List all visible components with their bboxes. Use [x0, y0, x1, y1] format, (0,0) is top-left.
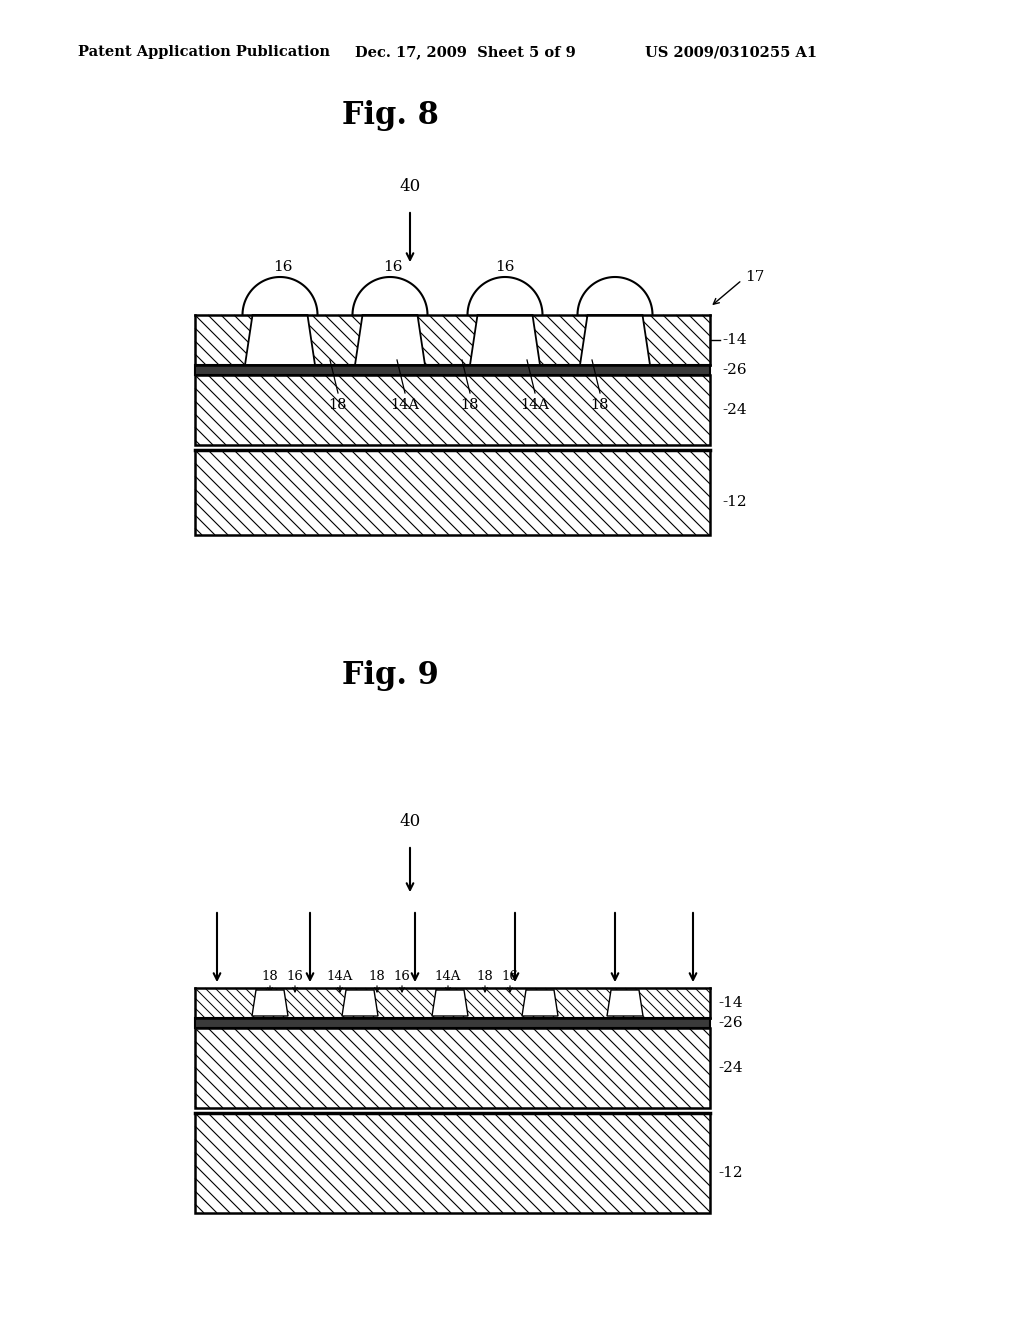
- Polygon shape: [252, 990, 288, 1016]
- Polygon shape: [355, 315, 425, 366]
- Text: -12: -12: [718, 1166, 742, 1180]
- Text: 17: 17: [745, 271, 764, 284]
- Text: -14: -14: [718, 997, 742, 1010]
- Text: 16: 16: [383, 260, 402, 275]
- Text: -12: -12: [722, 495, 746, 510]
- Bar: [195, 1113, 710, 1213]
- Text: 16: 16: [273, 260, 293, 275]
- Text: 14A: 14A: [390, 399, 420, 412]
- Text: 16: 16: [496, 260, 515, 275]
- Text: 18: 18: [461, 399, 479, 412]
- Text: 18: 18: [591, 399, 609, 412]
- Text: -26: -26: [718, 1016, 742, 1030]
- Polygon shape: [470, 315, 540, 366]
- Text: -24: -24: [722, 403, 746, 417]
- Bar: [195, 375, 710, 445]
- Text: 16: 16: [502, 970, 518, 983]
- Bar: [195, 366, 710, 375]
- Bar: [195, 450, 710, 535]
- Text: 40: 40: [399, 178, 421, 195]
- Text: 16: 16: [287, 970, 303, 983]
- Bar: [195, 1028, 710, 1107]
- Text: 14A: 14A: [327, 970, 353, 983]
- Text: 18: 18: [329, 399, 347, 412]
- Text: 14A: 14A: [520, 399, 550, 412]
- Text: 16: 16: [393, 970, 411, 983]
- Text: 18: 18: [476, 970, 494, 983]
- Bar: [195, 1028, 710, 1107]
- Text: 18: 18: [261, 970, 279, 983]
- Text: 40: 40: [399, 813, 421, 830]
- Polygon shape: [432, 990, 468, 1016]
- Text: -26: -26: [722, 363, 746, 378]
- Polygon shape: [607, 990, 643, 1016]
- Text: 18: 18: [369, 970, 385, 983]
- Polygon shape: [245, 315, 315, 366]
- Bar: [195, 987, 710, 1018]
- Polygon shape: [522, 990, 558, 1016]
- Text: -24: -24: [718, 1061, 742, 1074]
- Text: Fig. 9: Fig. 9: [342, 660, 438, 690]
- Text: 14A: 14A: [435, 970, 461, 983]
- Text: Patent Application Publication: Patent Application Publication: [78, 45, 330, 59]
- Text: Dec. 17, 2009  Sheet 5 of 9: Dec. 17, 2009 Sheet 5 of 9: [355, 45, 575, 59]
- Bar: [195, 450, 710, 535]
- Polygon shape: [342, 990, 378, 1016]
- Text: Fig. 8: Fig. 8: [342, 100, 438, 131]
- Text: -14: -14: [722, 333, 746, 347]
- Bar: [195, 1113, 710, 1213]
- Bar: [195, 315, 710, 366]
- Bar: [195, 315, 710, 366]
- Text: US 2009/0310255 A1: US 2009/0310255 A1: [645, 45, 817, 59]
- Bar: [195, 987, 710, 1018]
- Polygon shape: [580, 315, 650, 366]
- Bar: [195, 1018, 710, 1028]
- Bar: [195, 375, 710, 445]
